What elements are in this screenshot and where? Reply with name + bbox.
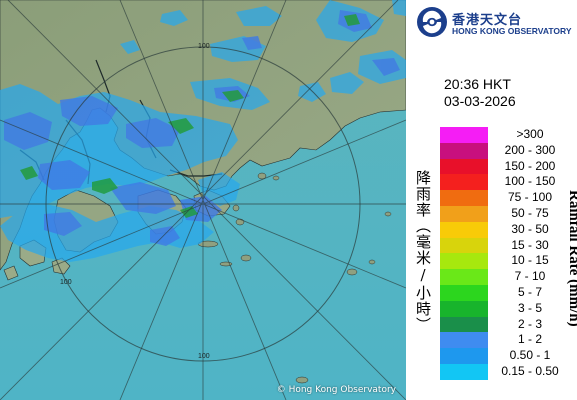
org-name-zh: 香港天文台 [452, 13, 523, 28]
radar-time: 20:36 HKT [444, 76, 511, 92]
legend-swatch [440, 142, 488, 159]
legend-label: 150 - 200 [504, 158, 556, 173]
range-label-west: 100 [60, 279, 72, 286]
legend-label-column: >300 200 - 300 150 - 200 100 - 150 75 - 100 5… [490, 127, 570, 380]
legend-swatch [440, 348, 488, 364]
legend-swatch [440, 158, 488, 175]
small-islands [197, 172, 392, 384]
org-name-en: HONG KONG OBSERVATORY [452, 26, 572, 36]
legend-swatch [440, 237, 488, 254]
legend-swatch [440, 205, 488, 222]
legend-label: 10 - 15 [511, 253, 549, 268]
legend-label: 15 - 30 [511, 237, 549, 252]
range-ring-spokes [0, 0, 406, 400]
legend-label: 200 - 300 [504, 142, 556, 157]
legend-label: 100 - 150 [504, 174, 556, 189]
legend-label: >300 [516, 127, 544, 141]
legend-label: 3 - 5 [517, 300, 542, 315]
legend-swatch [440, 127, 488, 143]
radar-date: 03-03-2026 [444, 93, 516, 109]
legend-label: 30 - 50 [511, 221, 549, 236]
rain-echo-moderate [4, 10, 400, 246]
range-label-north: 100 [198, 43, 210, 50]
range-label-south: 100 [198, 353, 210, 360]
radar-map-canvas: 100 100 100 [0, 0, 406, 400]
legend-label: 50 - 75 [511, 205, 549, 220]
hko-logo[interactable]: 香港天文台 HONG KONG OBSERVATORY [416, 6, 576, 40]
legend-label: 75 - 100 [507, 190, 553, 205]
radar-map: 100 100 100 © Hong Kong Observatory [0, 0, 406, 400]
legend-swatch [440, 284, 488, 301]
legend-title-zh: 降雨率（毫米/小時） [414, 170, 432, 333]
legend-swatch [440, 174, 488, 191]
legend-label: 1 - 2 [517, 332, 542, 347]
legend-swatch-column [440, 127, 490, 380]
rain-echo-heavy [20, 14, 360, 218]
legend-label: 0.50 - 1 [509, 348, 551, 363]
legend-swatch [440, 253, 488, 270]
legend-swatch [440, 269, 488, 285]
legend-swatch [440, 332, 488, 349]
legend-label: 5 - 7 [517, 284, 542, 299]
legend-swatch [440, 316, 488, 333]
legend-label: 7 - 10 [514, 269, 546, 284]
legend-title-en: Rainfall Rate (mm/h) [566, 190, 577, 327]
legend-swatch [440, 190, 488, 206]
legend-label: 2 - 3 [517, 316, 542, 331]
hko-logo-icon [417, 7, 447, 37]
legend-swatch [440, 221, 488, 238]
legend-label: 0.15 - 0.50 [501, 363, 559, 378]
legend-panel: 香港天文台 HONG KONG OBSERVATORY 20:36 HKT 03… [406, 0, 577, 400]
legend-swatch [440, 363, 488, 380]
copyright-notice: © Hong Kong Observatory [276, 385, 396, 395]
legend-swatch [440, 300, 488, 317]
